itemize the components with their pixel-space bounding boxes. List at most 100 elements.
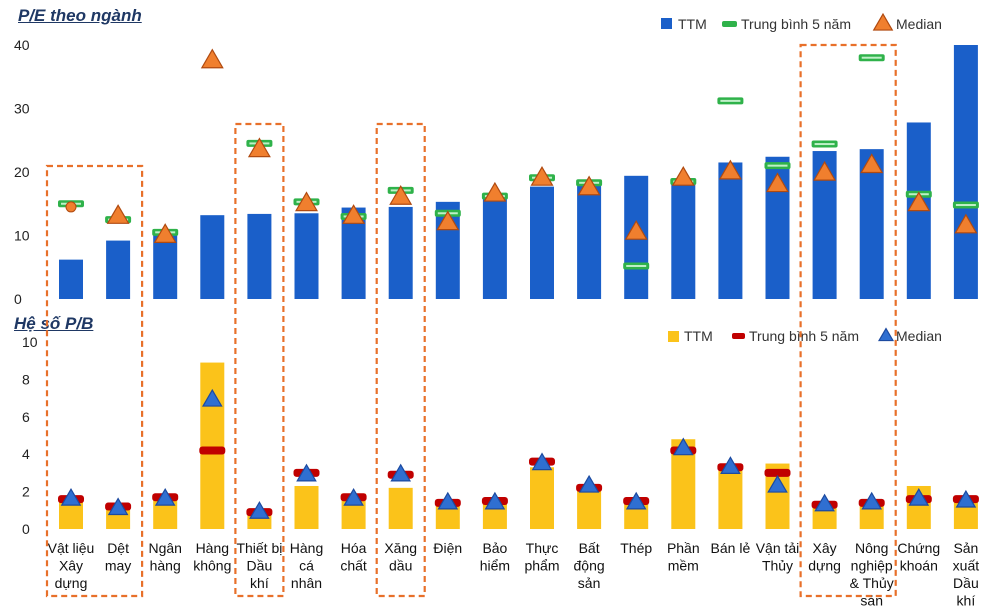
category-label-line: khoán (900, 558, 938, 574)
pe-median-marker (530, 165, 554, 186)
category-label-line: Xây (813, 540, 837, 556)
category-label-line: xuất (953, 558, 980, 574)
pe-avg5-marker-highlight (626, 264, 647, 267)
category-label-line: khí (250, 575, 269, 591)
pb-ttm-bar (577, 487, 602, 529)
pe-median-marker (106, 204, 130, 224)
pe-median-marker (483, 181, 507, 202)
pb-y-tick-label: 6 (22, 409, 30, 425)
category-label: Hàng không (193, 540, 231, 574)
pb-median-marker (578, 474, 600, 493)
category-label-line: động (574, 558, 605, 574)
pb-median-marker (343, 487, 364, 506)
pb-median-marker (249, 501, 270, 519)
category-label: Điện (433, 540, 462, 556)
category-label-line: dựng (55, 575, 88, 591)
pe-ttm-bar (482, 197, 507, 299)
pe-avg5-marker-highlight (814, 143, 835, 146)
pb-median-marker (296, 463, 317, 482)
pb-median-marker (955, 489, 977, 508)
pe-ttm-bar (200, 215, 225, 299)
category-label-line: Vận tải (756, 540, 800, 556)
category-label-line: & Thủy (850, 575, 894, 591)
category-label-line: chất (340, 558, 367, 574)
category-label: Thép (620, 540, 652, 556)
pb-legend-median-swatch (877, 327, 895, 342)
pe-median-marker (577, 175, 601, 196)
pb-median-marker (861, 491, 883, 510)
pb-legend-median-label: Median (896, 328, 942, 344)
category-label-line: Ngân (148, 540, 181, 556)
pb-y-tick-label: 2 (22, 484, 30, 500)
category-label-line: Phần (667, 540, 700, 556)
category-label-line: không (193, 558, 231, 574)
pe-y-tick-label: 30 (14, 101, 30, 117)
category-label-line: Hóa (341, 540, 367, 556)
pe-legend-median-swatch (872, 12, 894, 31)
category-label: Bảo hiểm (480, 540, 510, 574)
category-label-line: Bất (579, 540, 600, 556)
category-label-line: Dệt (107, 540, 129, 556)
pe-ttm-bar (388, 206, 413, 299)
category-label: Hàng cá nhân (290, 540, 323, 591)
category-label: Chứng khoán (897, 540, 940, 574)
pb-y-tick-label: 8 (22, 371, 30, 387)
pb-median-marker (201, 388, 223, 407)
pe-median-marker (813, 160, 837, 181)
pb-median-marker (154, 487, 176, 506)
pb-median-marker (437, 491, 459, 510)
pe-ttm-bar (953, 45, 978, 299)
pe-legend-avg5-label: Trung bình 5 năm (741, 16, 851, 32)
pe-ttm-bar (859, 149, 884, 299)
pb-median-marker (107, 497, 129, 516)
category-label-line: mềm (668, 558, 699, 574)
pe-median-marker (65, 201, 77, 213)
category-label: Vận tải Thủy (756, 540, 800, 574)
pb-chart-title: Hệ số P/B (14, 314, 94, 333)
pe-ttm-bar (247, 213, 272, 299)
category-label-line: Hàng (290, 540, 323, 556)
category-label-line: Xây (59, 558, 83, 574)
category-label-line: Nông (855, 540, 888, 556)
category-label-line: hiểm (480, 558, 510, 574)
pb-legend-avg5-label: Trung bình 5 năm (749, 328, 859, 344)
category-label: Dệt may (105, 540, 131, 574)
pe-median-marker (766, 172, 789, 193)
pe-ttm-bar (530, 186, 554, 299)
pe-median-marker (907, 191, 931, 212)
category-label-line: sản (578, 575, 601, 591)
pb-median-marker (625, 491, 647, 510)
category-label: Nông nghiệp & Thủy sản (850, 540, 894, 608)
category-label-line: hàng (150, 558, 181, 574)
pe-legend-ttm-label: TTM (678, 16, 707, 32)
pe-ttm-bar (106, 240, 131, 299)
category-label-line: may (105, 558, 131, 574)
category-label-line: Thiết bị (236, 540, 282, 556)
category-label: Xây dựng (808, 540, 841, 574)
pb-median-marker (767, 474, 788, 493)
pe-chart-title: P/E theo ngành (18, 6, 142, 25)
category-label-line: Điện (433, 540, 462, 556)
pe-y-tick-label: 20 (14, 164, 30, 180)
category-label: Thực phẩm (524, 540, 559, 574)
pb-avg5-marker (764, 468, 791, 477)
category-label: Sản xuất Dầu khí (953, 540, 980, 608)
category-label-line: phẩm (524, 558, 559, 574)
category-label: Bất động sản (574, 540, 605, 591)
category-label-line: Thép (620, 540, 652, 556)
category-label-line: Xăng (384, 540, 417, 556)
category-label-line: Dầu (953, 575, 979, 591)
category-label-line: Dầu (247, 558, 273, 574)
category-label: Vật liệu Xây dựng (48, 540, 95, 591)
highlight-box (45, 164, 144, 598)
pe-ttm-bar (294, 213, 319, 299)
pb-median-marker (484, 491, 506, 510)
pb-median-marker (720, 456, 741, 474)
pe-legend-median-label: Median (896, 16, 942, 32)
category-label-line: Bán lẻ (711, 540, 751, 556)
pe-ttm-bar (718, 162, 743, 299)
pb-median-marker (908, 487, 930, 506)
pb-ttm-bar (294, 485, 319, 529)
